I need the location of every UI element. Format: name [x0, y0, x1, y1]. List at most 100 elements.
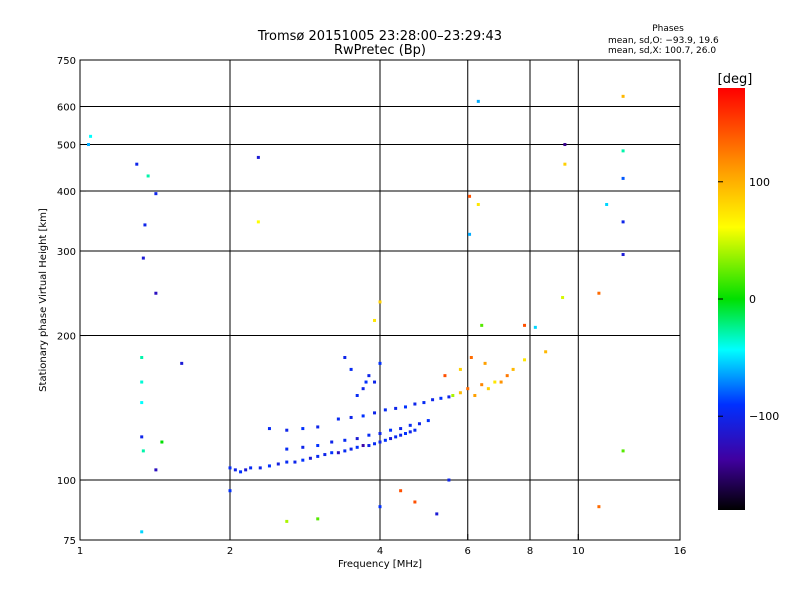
data-point	[373, 318, 377, 322]
data-point	[143, 223, 147, 227]
data-point	[523, 358, 527, 362]
data-point	[276, 462, 280, 466]
data-point	[473, 394, 477, 398]
data-point	[367, 374, 371, 378]
colorbar-tick-label: 100	[749, 176, 770, 189]
data-point	[469, 355, 473, 359]
data-point	[413, 500, 417, 504]
data-point	[621, 220, 625, 224]
y-axis-label: Stationary phase Virtual Height [km]	[38, 208, 49, 392]
data-point	[343, 438, 347, 442]
data-point	[160, 440, 164, 444]
data-point	[355, 437, 359, 441]
data-point	[389, 437, 393, 441]
data-point	[476, 99, 480, 103]
data-point	[140, 530, 144, 534]
data-point	[621, 149, 625, 153]
y-tick-label: 750	[57, 56, 76, 67]
data-point	[505, 374, 509, 378]
data-point	[355, 394, 359, 398]
data-point	[458, 367, 462, 371]
data-point	[140, 380, 144, 384]
data-point	[443, 374, 447, 378]
data-point	[621, 94, 625, 98]
data-point	[468, 232, 472, 236]
data-point	[466, 387, 470, 391]
y-tick-label: 600	[57, 103, 76, 114]
phases-o-stats: mean, sd,O: −93.9, 19.6	[608, 36, 719, 46]
data-point	[285, 460, 289, 464]
x-tick-label: 16	[674, 546, 687, 557]
data-point	[239, 470, 243, 474]
data-point	[349, 447, 353, 451]
data-point	[293, 460, 297, 464]
data-point	[621, 253, 625, 257]
y-tick-label: 75	[63, 536, 76, 547]
data-point	[561, 296, 565, 300]
data-point	[435, 512, 439, 516]
data-point	[330, 440, 334, 444]
x-tick-label: 2	[227, 546, 233, 557]
data-point	[361, 444, 365, 448]
data-point	[468, 194, 472, 198]
data-point	[378, 440, 382, 444]
data-point	[141, 449, 145, 453]
y-tick-label: 500	[57, 141, 76, 152]
data-point	[301, 445, 305, 449]
data-point	[301, 427, 305, 431]
data-point	[140, 401, 144, 405]
data-point	[408, 423, 412, 427]
data-point	[422, 401, 426, 405]
grid-lines	[80, 60, 680, 540]
data-point	[154, 468, 158, 472]
data-point	[413, 428, 417, 432]
data-point	[89, 134, 93, 138]
x-tick-label: 4	[377, 546, 383, 557]
y-tick-label: 400	[57, 187, 76, 198]
y-axis-ticks: 75 100 200 300 400 500 600 750	[57, 56, 86, 547]
scatter-points	[86, 94, 625, 534]
data-point	[249, 466, 253, 470]
colorbar-ticks: 100 0 −100	[718, 176, 779, 423]
data-point	[154, 291, 158, 295]
data-point	[483, 361, 487, 365]
data-point	[476, 202, 480, 206]
data-point	[367, 433, 371, 437]
data-point	[233, 468, 237, 472]
data-point	[544, 350, 548, 354]
data-point	[336, 417, 340, 421]
data-point	[349, 415, 353, 419]
data-point	[367, 444, 371, 448]
data-point	[383, 408, 387, 412]
x-tick-label: 1	[77, 546, 83, 557]
data-point	[447, 478, 451, 482]
data-point	[480, 383, 484, 387]
data-point	[439, 396, 443, 400]
data-point	[394, 406, 398, 410]
x-tick-label: 8	[527, 546, 533, 557]
data-point	[563, 162, 567, 166]
y-tick-label: 100	[57, 476, 76, 487]
data-point	[597, 291, 601, 295]
phases-x-stats: mean, sd,X: 100.7, 26.0	[608, 46, 716, 56]
data-point	[493, 380, 497, 384]
data-point	[486, 387, 490, 391]
data-point	[605, 202, 609, 206]
data-point	[343, 355, 347, 359]
data-point	[135, 162, 139, 166]
data-point	[323, 453, 327, 457]
data-point	[451, 394, 455, 398]
data-point	[285, 447, 289, 451]
data-point	[86, 143, 90, 147]
data-point	[408, 430, 412, 434]
colorbar-tick-label: 0	[749, 293, 756, 306]
data-point	[417, 422, 421, 426]
data-point	[256, 220, 260, 224]
x-axis-label: Frequency [MHz]	[338, 559, 422, 570]
y-tick-label: 200	[57, 332, 76, 343]
chart-title: Tromsø 20151005 23:28:00–23:29:43	[257, 29, 502, 44]
data-point	[431, 398, 435, 402]
data-point	[563, 143, 567, 147]
x-axis-ticks: 1 2 4 6 8 10 16	[77, 534, 687, 557]
data-point	[154, 192, 158, 196]
